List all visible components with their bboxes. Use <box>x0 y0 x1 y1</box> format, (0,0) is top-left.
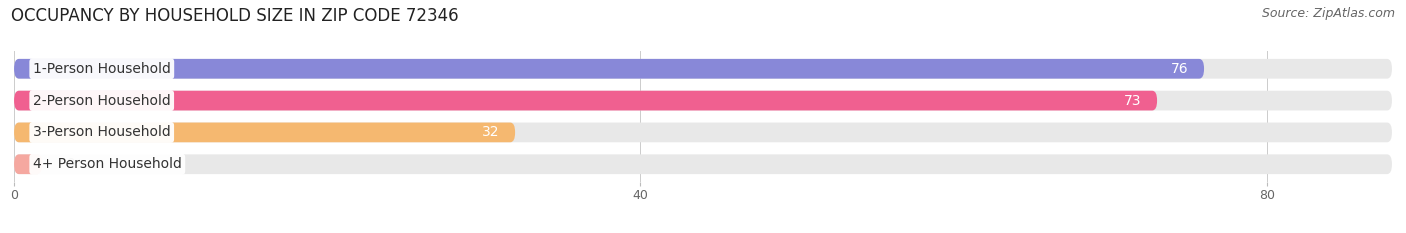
Text: 32: 32 <box>482 125 499 139</box>
Text: 3-Person Household: 3-Person Household <box>32 125 170 139</box>
Text: 73: 73 <box>1123 94 1142 108</box>
Text: 1-Person Household: 1-Person Household <box>32 62 170 76</box>
Text: 0: 0 <box>66 157 75 171</box>
Text: 76: 76 <box>1171 62 1188 76</box>
FancyBboxPatch shape <box>14 91 1392 110</box>
FancyBboxPatch shape <box>14 91 1157 110</box>
Text: OCCUPANCY BY HOUSEHOLD SIZE IN ZIP CODE 72346: OCCUPANCY BY HOUSEHOLD SIZE IN ZIP CODE … <box>11 7 458 25</box>
Text: 4+ Person Household: 4+ Person Household <box>32 157 181 171</box>
Text: 2-Person Household: 2-Person Household <box>32 94 170 108</box>
FancyBboxPatch shape <box>14 154 1392 174</box>
FancyBboxPatch shape <box>14 59 1392 79</box>
Text: Source: ZipAtlas.com: Source: ZipAtlas.com <box>1261 7 1395 20</box>
FancyBboxPatch shape <box>14 154 42 174</box>
FancyBboxPatch shape <box>14 123 1392 142</box>
FancyBboxPatch shape <box>14 59 1204 79</box>
FancyBboxPatch shape <box>14 123 515 142</box>
